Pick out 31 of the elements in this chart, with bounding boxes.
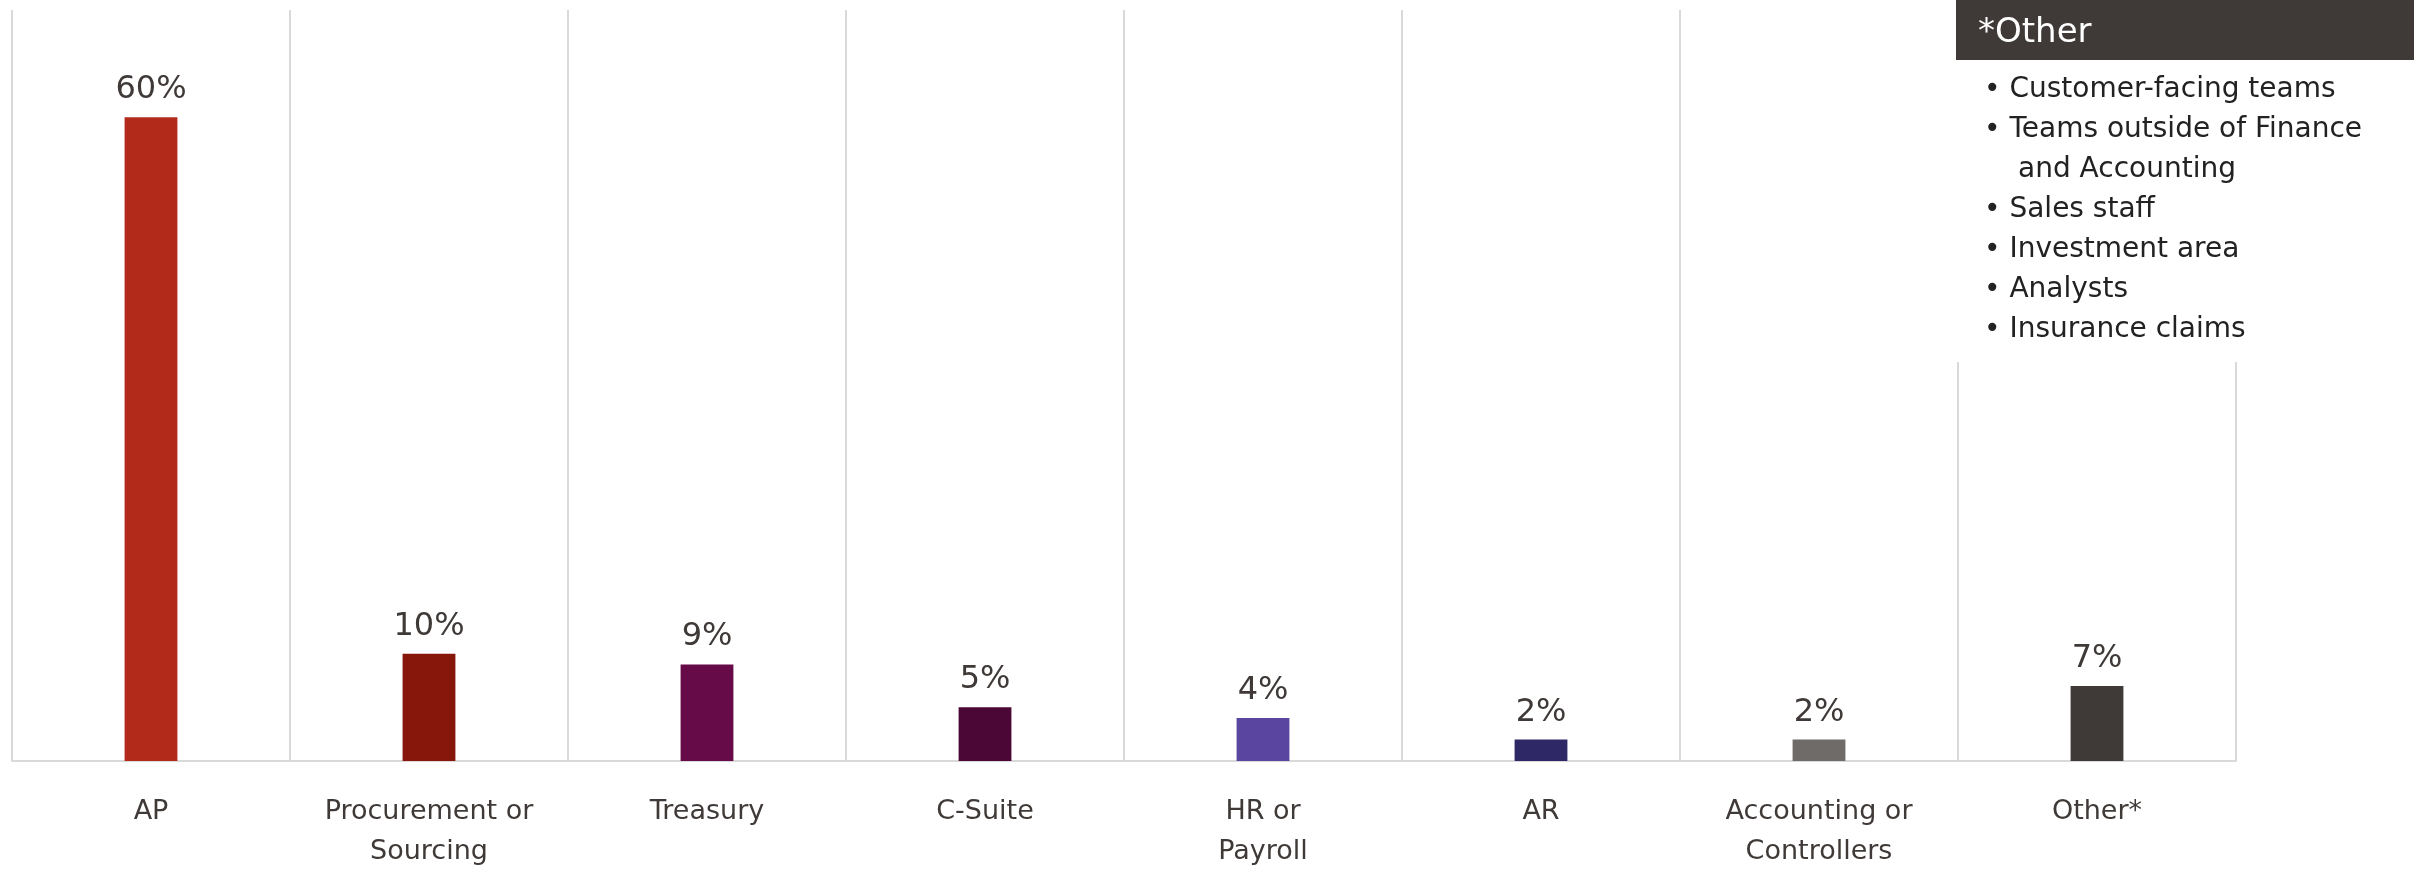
annotation: • Investment area bbox=[1984, 230, 2241, 266]
data-label: 2% bbox=[1515, 690, 1567, 729]
x-tick-label: AR bbox=[1522, 793, 1560, 825]
data-label: 60% bbox=[115, 68, 187, 107]
data-label: 5% bbox=[959, 658, 1011, 697]
bar bbox=[1236, 718, 1290, 761]
annotation: • Customer-facing teams bbox=[1984, 70, 2337, 106]
annotation: • Teams outside of Finance and Accounting bbox=[1984, 110, 2364, 186]
annotation: • Sales staff bbox=[1984, 190, 2157, 226]
data-label: 9% bbox=[681, 615, 733, 654]
bar bbox=[958, 707, 1012, 761]
x-tick-label: Procurement or Sourcing bbox=[324, 793, 535, 865]
x-tick-label: Accounting or Controllers bbox=[1725, 793, 1914, 865]
x-tick-label: HR or Payroll bbox=[1218, 793, 1308, 865]
annotation: • Insurance claims bbox=[1984, 310, 2247, 346]
bar bbox=[680, 664, 734, 761]
x-tick-label: C-Suite bbox=[936, 793, 1034, 825]
data-label: 10% bbox=[393, 604, 465, 643]
data-label: 4% bbox=[1237, 669, 1289, 708]
bar bbox=[1514, 739, 1568, 761]
data-label: 2% bbox=[1793, 690, 1845, 729]
annotation: • Analysts bbox=[1984, 270, 2129, 306]
bar bbox=[402, 653, 456, 761]
x-tick-label: Treasury bbox=[648, 793, 765, 825]
x-tick-label: Other* bbox=[2051, 793, 2143, 825]
bar bbox=[2070, 685, 2124, 761]
bar bbox=[1792, 739, 1846, 761]
data-label: 7% bbox=[2071, 636, 2123, 675]
header-panel: *Other bbox=[1956, 0, 2414, 60]
x-tick-label: AP bbox=[133, 793, 169, 825]
bar bbox=[124, 117, 178, 761]
